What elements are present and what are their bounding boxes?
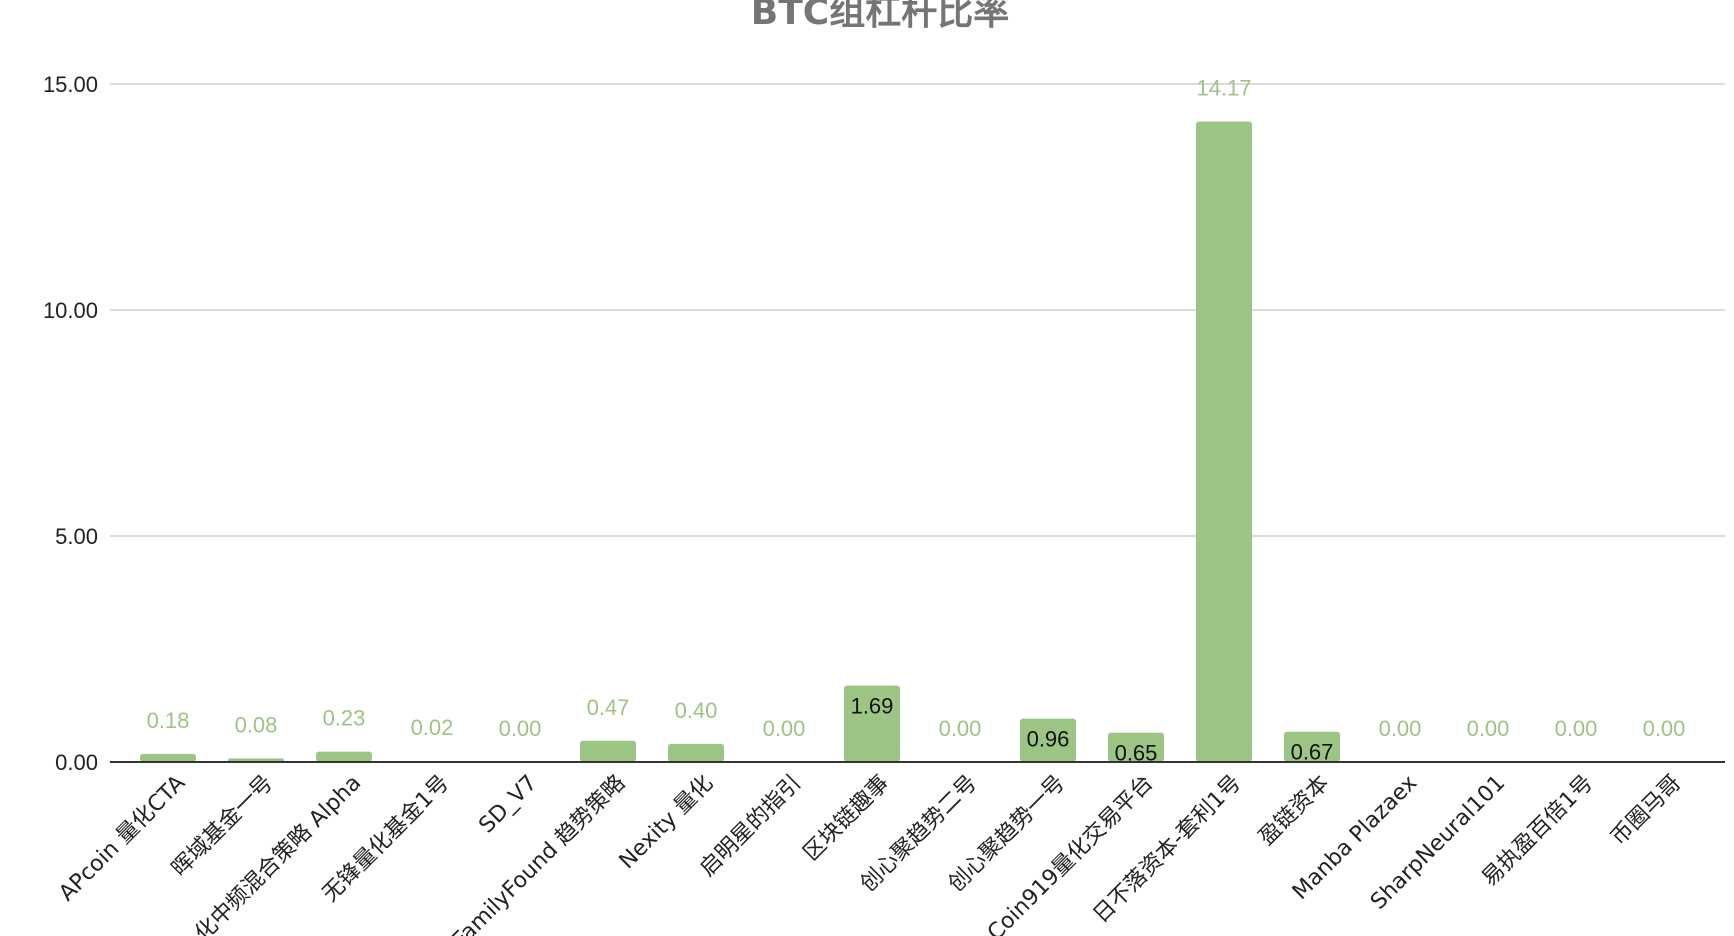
data-label: 0.00 xyxy=(1379,716,1422,741)
y-tick-label: 5.00 xyxy=(55,524,98,549)
data-labels: 0.18 0.08 0.23 0.02 0.00 0.47 0.40 0.00 1.69 0.00… xyxy=(147,76,1686,766)
data-label: 0.67 xyxy=(1291,740,1334,765)
data-label: 14.17 xyxy=(1196,76,1251,101)
x-tick-label: 日不落资本-套利1号 xyxy=(1089,771,1247,929)
x-tick-label: 区块链趣事 xyxy=(799,771,894,866)
data-label: 1.69 xyxy=(851,694,894,719)
data-label: 0.40 xyxy=(675,698,718,723)
bar xyxy=(140,753,196,762)
gridlines xyxy=(110,83,1725,537)
y-tick-label: 0.00 xyxy=(55,750,98,775)
data-label: 0.00 xyxy=(1555,716,1598,741)
bar xyxy=(1284,731,1340,762)
data-label: 0.00 xyxy=(763,716,806,741)
data-label: 0.96 xyxy=(1027,727,1070,752)
data-label: 0.08 xyxy=(235,712,278,737)
bar xyxy=(1108,732,1164,762)
x-tick-label: 化中频混合策略 Alpha xyxy=(190,771,366,936)
x-tick-label: 币圈马哥 xyxy=(1606,771,1686,851)
data-label: 0.00 xyxy=(499,716,542,741)
data-label: 0.23 xyxy=(323,706,366,731)
data-label: 0.00 xyxy=(1467,716,1510,741)
x-tick-label: 盈链资本 xyxy=(1254,771,1334,851)
bar xyxy=(844,685,900,762)
bars xyxy=(140,121,1340,763)
bar xyxy=(580,740,636,762)
x-tick-label: APcoin 量化CTA xyxy=(54,771,190,907)
bar xyxy=(668,743,724,762)
y-tick-label: 10.00 xyxy=(43,298,98,323)
y-tick-label: 15.00 xyxy=(43,72,98,97)
data-label: 0.00 xyxy=(939,716,982,741)
bar xyxy=(1196,121,1252,763)
x-tick-label: SD_V7 xyxy=(474,771,542,839)
bar xyxy=(316,751,372,762)
chart-title: BTC组杠杆比率 xyxy=(751,0,1009,33)
x-tick-label: Coin919量化交易平台 xyxy=(983,771,1158,936)
data-label: 0.02 xyxy=(411,715,454,740)
data-label: 0.00 xyxy=(1643,716,1686,741)
y-axis: 0.00 5.00 10.00 15.00 xyxy=(43,72,98,775)
x-tick-label: FamilyFound 趋势策略 xyxy=(448,771,630,936)
data-label: 0.18 xyxy=(147,708,190,733)
data-label: 0.47 xyxy=(587,695,630,720)
bar xyxy=(1020,718,1076,762)
